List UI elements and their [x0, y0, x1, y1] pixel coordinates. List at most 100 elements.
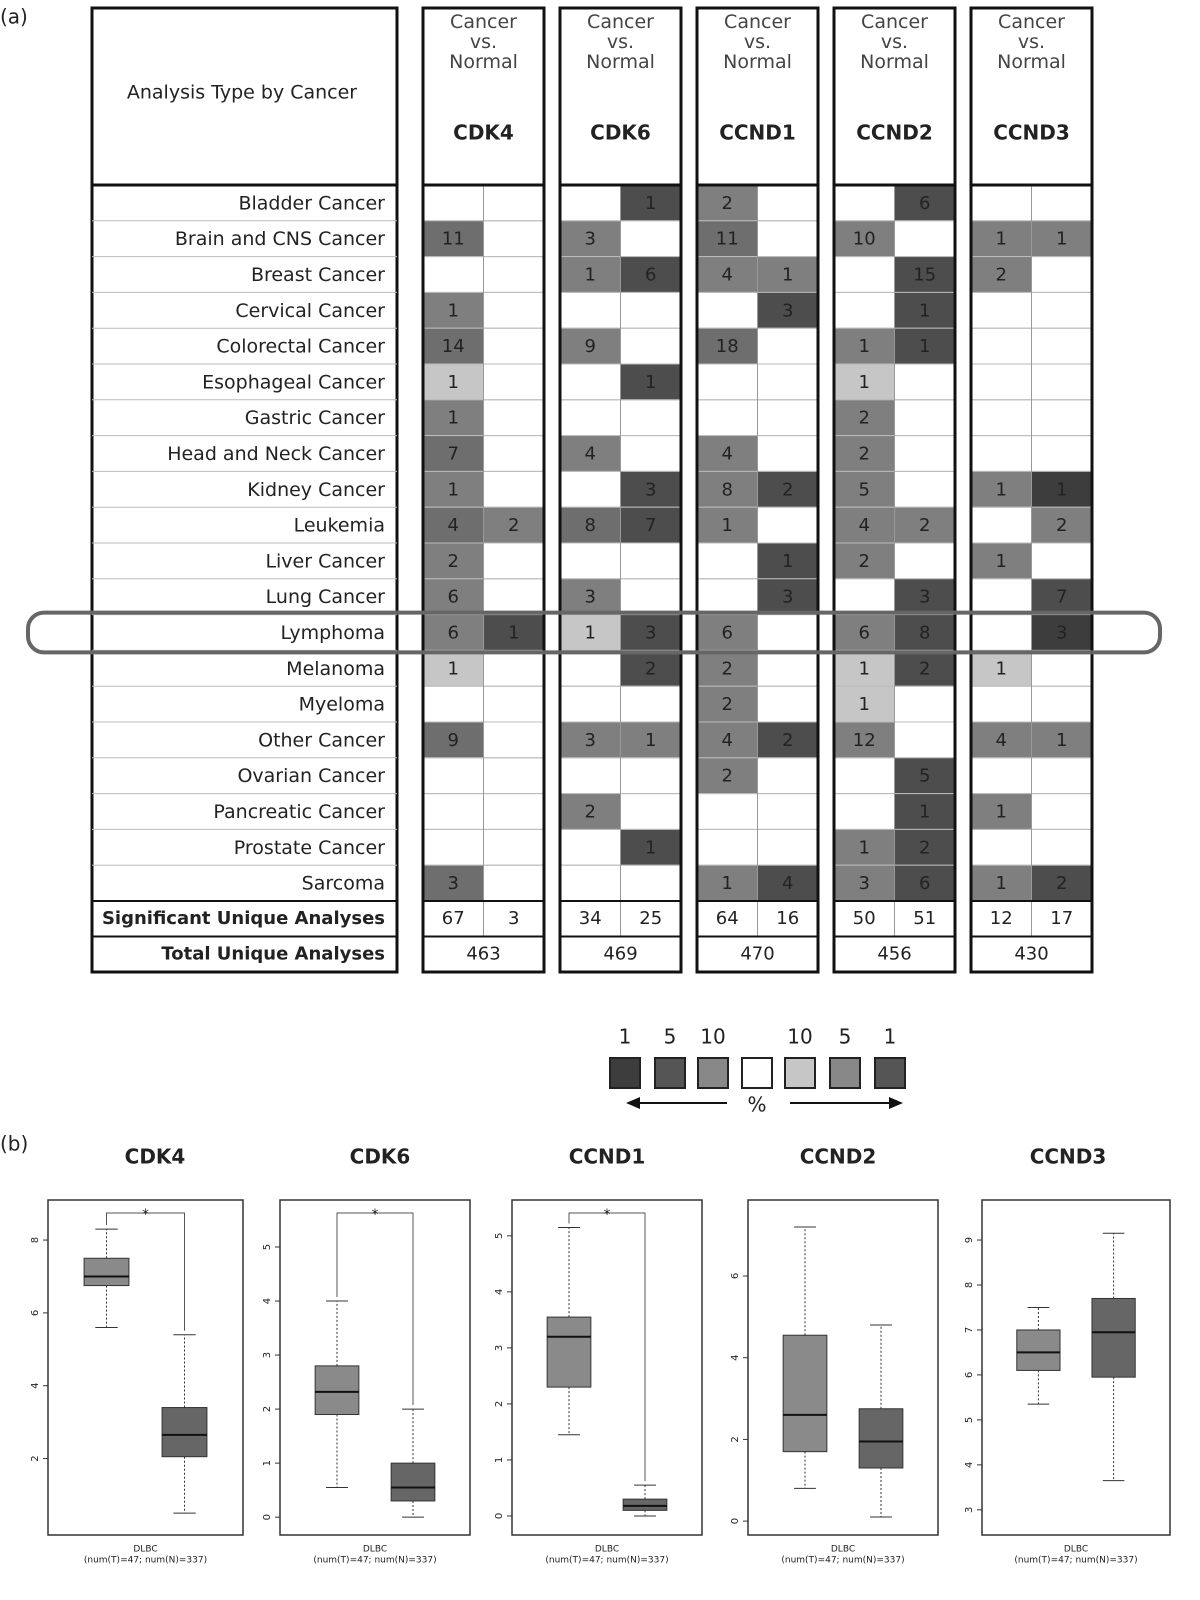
plot-frame — [981, 1199, 1171, 1536]
total-value: 470 — [740, 944, 774, 965]
cell-value: 2 — [996, 265, 1007, 286]
cell-fill — [834, 220, 895, 257]
y-tick-label: 2 — [30, 1455, 41, 1461]
row-label: Gastric Cancer — [245, 407, 385, 429]
x-note: (num(T)=47; num(N)=337) — [84, 1556, 207, 1566]
cell-fill — [894, 793, 955, 830]
header-subtitle: Cancer vs. Normal — [586, 12, 655, 72]
cell-value: 1 — [859, 694, 870, 715]
cell-value: 2 — [722, 766, 733, 787]
cell-border — [483, 793, 545, 830]
cell-border — [483, 291, 545, 329]
cell-value: 3 — [782, 587, 793, 608]
cell-border — [757, 614, 819, 651]
cell-value: 15 — [913, 265, 936, 286]
cell-border — [559, 291, 621, 329]
y-tick-label: 3 — [494, 1345, 505, 1351]
cell-border — [620, 542, 682, 580]
cell-value: 9 — [585, 336, 596, 357]
cell-fill — [971, 471, 1032, 508]
cell-border — [620, 578, 682, 616]
cell-border — [757, 399, 819, 437]
legend-swatch — [697, 1057, 729, 1089]
box — [782, 1334, 828, 1453]
cell-fill — [894, 256, 955, 293]
cell-value: 4 — [782, 873, 793, 894]
box — [1016, 1329, 1061, 1371]
cell-fill — [620, 722, 681, 758]
cell-border — [696, 828, 758, 866]
cell-value: 3 — [919, 587, 930, 608]
cell-border — [620, 291, 682, 329]
cell-border — [757, 363, 819, 401]
cell-fill — [620, 829, 681, 866]
total-value: 456 — [877, 944, 911, 965]
legend-label: 5 — [839, 1025, 852, 1049]
cell-value: 2 — [782, 730, 793, 751]
cell-fill — [423, 292, 484, 329]
cell-value: 1 — [508, 623, 519, 644]
cell-value: 1 — [722, 873, 733, 894]
cell-value: 1 — [782, 551, 793, 572]
cell-border — [559, 542, 621, 580]
cell-border — [620, 399, 682, 437]
cell-value: 2 — [448, 551, 459, 572]
cell-value: 1 — [859, 837, 870, 858]
significant-value: 51 — [913, 908, 936, 929]
legend-swatch — [829, 1057, 861, 1089]
cell-value: 18 — [716, 336, 739, 357]
cell-value: 2 — [508, 515, 519, 536]
y-tick-label: 6 — [30, 1310, 41, 1316]
legend-label: 10 — [787, 1025, 812, 1049]
y-tick-label: 6 — [730, 1273, 741, 1279]
cell-border — [970, 614, 1032, 651]
significant-value: 25 — [639, 908, 662, 929]
cell-border — [483, 399, 545, 437]
cell-fill — [834, 543, 895, 579]
box — [858, 1408, 904, 1469]
cell-border — [757, 757, 819, 795]
cell-border — [696, 793, 758, 830]
cell-border — [422, 184, 484, 222]
cell-border — [1031, 828, 1093, 866]
header-subtitle: Cancer vs. Normal — [723, 12, 792, 72]
x-label: DLBC — [363, 1545, 387, 1555]
cell-fill — [757, 471, 818, 508]
cell-fill — [620, 364, 681, 400]
cell-value: 8 — [919, 623, 930, 644]
cell-border — [559, 864, 621, 902]
cell-fill — [697, 865, 758, 901]
cell-border — [757, 220, 819, 258]
significant-value: 67 — [442, 908, 465, 929]
cell-fill — [620, 650, 681, 687]
cell-border — [422, 828, 484, 866]
header-subtitle: Cancer vs. Normal — [997, 12, 1066, 72]
legend-label: 1 — [884, 1025, 897, 1049]
cell-fill — [971, 793, 1032, 830]
y-tick-label: 8 — [30, 1237, 41, 1243]
cell-fill — [423, 865, 484, 901]
y-tick-label: 0 — [262, 1514, 273, 1520]
header-subtitle: Cancer vs. Normal — [860, 12, 929, 72]
cell-border — [559, 685, 621, 723]
cell-value: 4 — [859, 515, 870, 536]
legend-swatch — [784, 1057, 816, 1089]
cell-fill — [834, 364, 895, 400]
cell-value: 4 — [448, 515, 459, 536]
cell-border — [894, 470, 956, 508]
cell-border — [483, 542, 545, 580]
cell-value: 3 — [585, 229, 596, 250]
cell-fill — [757, 722, 818, 758]
cell-value: 10 — [853, 229, 876, 250]
cell-border — [422, 685, 484, 723]
cell-fill — [697, 614, 758, 651]
x-label: DLBC — [595, 1545, 619, 1555]
x-note: (num(T)=47; num(N)=337) — [1014, 1556, 1137, 1566]
cell-border — [970, 291, 1032, 329]
cell-value: 6 — [919, 193, 930, 214]
cell-fill — [423, 578, 484, 615]
cell-border — [894, 721, 956, 759]
cell-value: 6 — [859, 623, 870, 644]
cell-value: 6 — [645, 265, 656, 286]
